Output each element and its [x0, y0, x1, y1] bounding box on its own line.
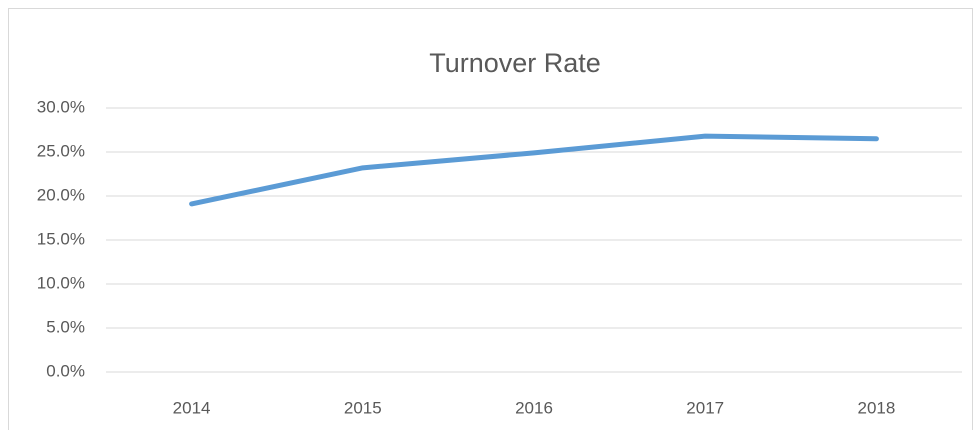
x-tick-label: 2018 [857, 398, 895, 417]
y-tick-label: 30.0% [37, 97, 85, 116]
line-series [189, 133, 879, 207]
y-tick-label: 0.0% [46, 361, 85, 380]
chart-title: Turnover Rate [429, 48, 601, 78]
x-tick-label: 2015 [344, 398, 382, 417]
chart-border [8, 8, 973, 430]
y-tick-label: 20.0% [37, 185, 85, 204]
y-tick-label: 10.0% [37, 273, 85, 292]
y-tick-label: 15.0% [37, 229, 85, 248]
y-tick-label: 5.0% [46, 317, 85, 336]
x-tick-label: 2014 [173, 398, 211, 417]
x-tick-label: 2016 [515, 398, 553, 417]
x-tick-label: 2017 [686, 398, 724, 417]
y-tick-label: 25.0% [37, 141, 85, 160]
